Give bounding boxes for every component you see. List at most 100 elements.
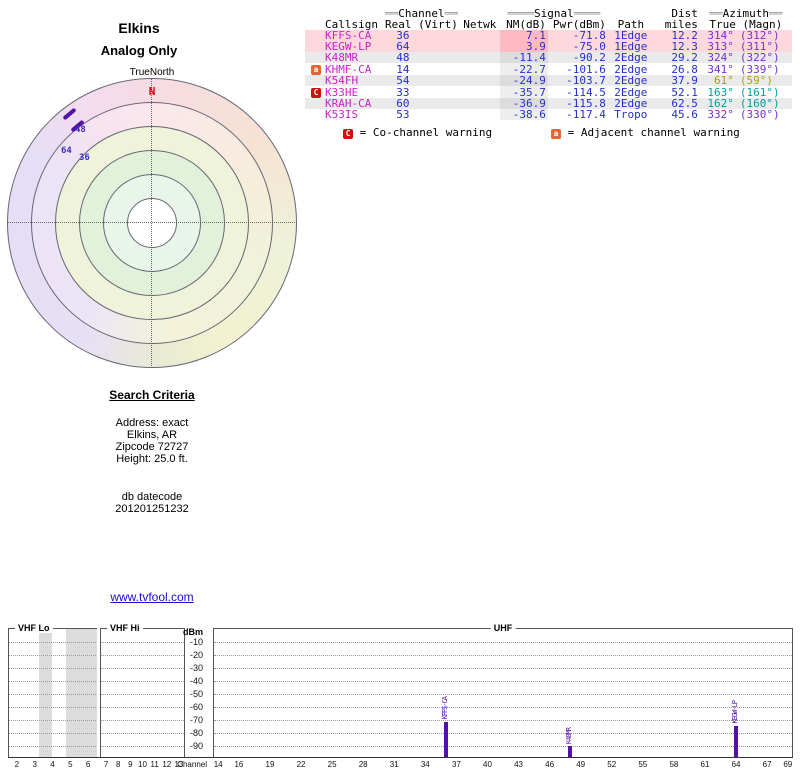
nm-cell: -35.7 [499,86,548,98]
channel-tick-label: 46 [545,760,555,768]
channel-tick-label: 3 [32,760,37,768]
miles-cell: 62.5 [671,97,698,110]
channel-tick-label: 7 [103,760,109,768]
nm-cell: -22.7 [499,63,548,75]
tvfool-link[interactable]: www.tvfool.com [110,590,194,604]
azimuth-true-cell: 163° [707,85,734,99]
table-column-header-row: Callsign Real (Virt) Netwk NM(dB) Pwr(dB… [305,19,792,30]
network-cell [460,86,500,98]
azimuth-magn-cell: (59°) [739,74,773,87]
uhf-panel: UHF [213,623,793,757]
gridline [101,654,184,656]
gridline [9,719,96,721]
channel-tick-label: 5 [68,760,73,768]
signal-strength-chart: VHF Lo VHF Hi UHF dBm Channel -10 -20 -30 -… [5,623,796,768]
miles-cell: 12.2 [671,29,698,42]
callsign-cell: K53IS [325,108,359,121]
virtual-channel-cell [412,30,460,41]
legend-text: = Adjacent channel warning [561,126,740,139]
channel-tick-label: 6 [85,760,91,768]
y-axis-tick: -60 [189,701,203,712]
warning-legend: C = Co-channel warning a = Adjacent chann… [305,126,795,140]
criteria-line: Height: 25.0 ft. [116,453,188,465]
col-header-callsign: Callsign [325,18,378,31]
network-cell [460,41,500,52]
page-subtitle: Analog Only [100,43,178,58]
radar-ring-center [127,198,177,248]
station-row: K53IS 53 -38.6 -117.4 Tropo 45.6 332° (330°) [305,109,792,120]
virtual-channel-cell [412,75,460,86]
channel-tick-label: 64 [731,760,741,768]
gridline [214,693,792,695]
col-header-nm: NM(dB) [506,18,546,31]
north-indicator: N [148,85,156,98]
azimuth-true-cell: 324° [707,51,734,64]
vhf-lo-label: VHF Lo [15,623,53,633]
azimuth-magn-cell: (161°) [739,85,780,99]
miles-cell: 26.8 [671,62,698,76]
warning-cell [305,75,323,86]
col-header-azimuth: True (Magn) [709,18,783,31]
channel-tick-label: 69 [783,760,793,768]
network-cell [460,75,500,86]
gridline [9,745,96,747]
shaded-band [39,629,52,757]
channel-tick-label: 25 [327,760,337,768]
signal-callsign-label: KFFS-CA [441,697,450,720]
channel-tick-label: 31 [389,760,399,768]
criteria-line: Address: exact [115,417,189,429]
search-criteria-heading: Search Criteria [109,388,195,402]
co-channel-badge: C [311,88,321,98]
db-datecode-value: 201201251232 [115,503,189,515]
path-cell: 2Edge [614,62,648,76]
y-axis-tick: -70 [189,714,203,725]
gridline [214,745,792,747]
radar-crosshair-horizontal [7,222,297,223]
criteria-line: Zipcode 72727 [115,441,189,453]
network-cell [460,30,500,41]
path-cell: 1Edge [614,29,648,42]
warning-cell [305,30,323,41]
vhf-hi-label: VHF Hi [107,623,143,633]
station-row: C K33HE 33 -35.7 -114.5 2Edge 52.1 163° (161°) [305,86,792,98]
channel-tick-label: 8 [115,760,121,768]
legend-item: a = Adjacent channel warning [551,126,740,139]
azimuth-true-cell: 332° [707,108,734,121]
warning-cell [305,109,323,120]
azimuth-magn-cell: (160°) [739,97,780,110]
dbm-axis-label: dBm [183,627,203,637]
gridline [9,654,96,656]
virtual-channel-cell [412,41,460,52]
virtual-channel-cell [412,109,460,120]
signal-bar [568,745,573,757]
azimuth-true-cell: 61° [713,74,734,87]
power-cell: -90.2 [572,51,606,64]
nm-cell: -11.4 [499,52,548,63]
azimuth-true-cell: 313° [707,40,734,53]
uhf-label: UHF [490,623,516,633]
callsign-cell: K33HE [325,85,359,99]
azimuth-true-cell: 162° [707,97,734,110]
radar-crosshair-vertical [151,78,152,368]
nm-cell: 3.9 [499,41,548,52]
adjacent-channel-badge: a [311,65,321,75]
miles-cell: 45.6 [671,108,698,121]
radar-plot: N 48 64 36 [7,78,297,368]
real-channel-cell: 60 [396,97,410,110]
azimuth-magn-cell: (311°) [739,40,780,53]
gridline [9,706,96,708]
real-channel-cell: 53 [396,108,410,121]
gridline [101,693,184,695]
gridline [101,732,184,734]
channel-tick-label: 16 [234,760,244,768]
station-row: K54FH 54 -24.9 -103.7 2Edge 37.9 61° (59°) [305,75,792,86]
miles-cell: 12.3 [671,40,698,53]
gridline [101,706,184,708]
signal-bar [444,721,449,757]
channel-tick-label: 22 [296,760,306,768]
gridline [214,641,792,643]
table-group-header-row: ══Channel══ ════Signal════ Dist ══Azimut… [305,8,792,19]
azimuth-magn-cell: (322°) [739,51,780,64]
channel-tick-label: 52 [607,760,617,768]
db-datecode-label: db datecode [121,491,183,503]
